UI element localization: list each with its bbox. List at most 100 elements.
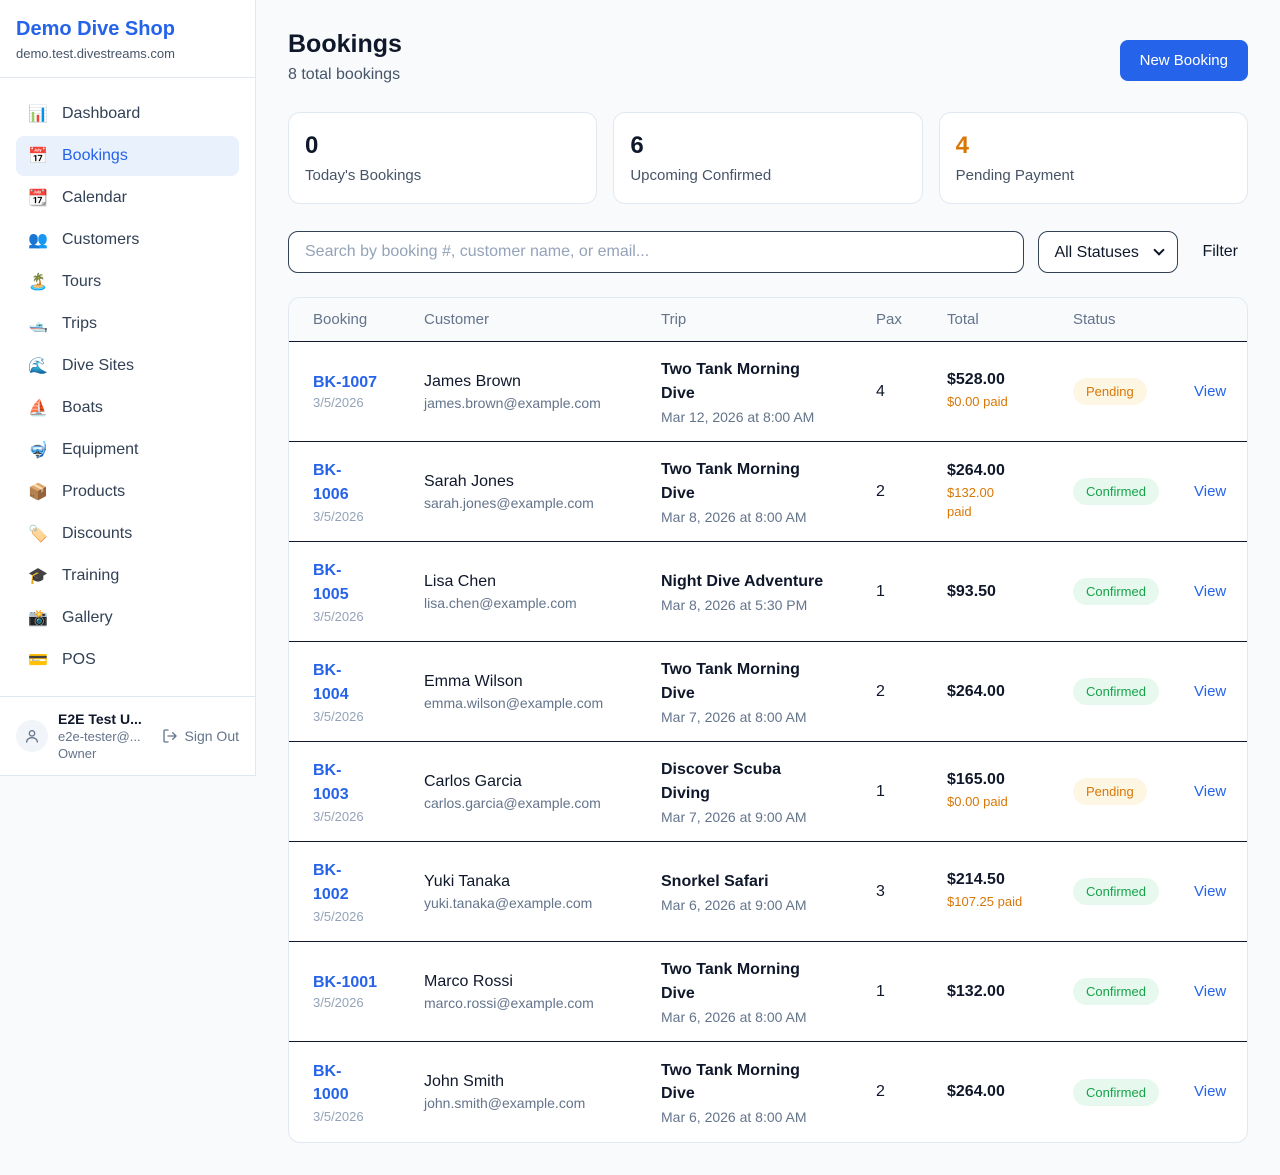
view-link[interactable]: View [1194,382,1227,400]
tag-icon: 🏷️ [28,526,48,543]
view-link[interactable]: View [1194,682,1227,700]
customer-cell: Carlos Garcia carlos.garcia@example.com [424,773,661,811]
booking-date: 3/5/2026 [313,394,364,410]
table-row: BK-1000 3/5/2026 John Smith john.smith@e… [289,1042,1247,1142]
sidebar-item-label: POS [62,651,96,668]
filter-row: All Statuses Filter [288,231,1248,273]
sidebar-item-gallery[interactable]: 📸 Gallery [16,598,239,638]
view-link[interactable]: View [1194,582,1227,600]
sidebar-item-customers[interactable]: 👥 Customers [16,220,239,260]
page-title: Bookings [288,30,402,58]
sidebar-item-tours[interactable]: 🏝️ Tours [16,262,239,302]
total-cell: $165.00 $0.00 paid [947,771,1073,811]
booking-id-link[interactable]: BK-1005 [313,562,349,603]
customer-email: lisa.chen@example.com [424,594,577,611]
customer-name: Sarah Jones [424,472,514,490]
search-input[interactable] [288,231,1025,273]
customer-email: sarah.jones@example.com [424,494,594,511]
sidebar-item-trips[interactable]: 🛥️ Trips [16,304,239,344]
booking-date: 3/5/2026 [313,608,364,624]
pax-value: 4 [876,382,885,400]
filter-button[interactable]: Filter [1192,243,1248,261]
island-icon: 🏝️ [28,274,48,291]
booking-cell: BK-1000 3/5/2026 [313,1060,424,1124]
view-link[interactable]: View [1194,482,1227,500]
pax-value: 1 [876,782,885,800]
sidebar-user-panel: E2E Test U... e2e-tester@... Owner Sign … [0,696,255,775]
sidebar-item-pos[interactable]: 💳 POS [16,640,239,680]
sidebar-item-dive-sites[interactable]: 🌊 Dive Sites [16,346,239,386]
booking-id-link[interactable]: BK-1006 [313,462,349,503]
stat-value: 0 [305,132,319,159]
customer-name: Lisa Chen [424,572,497,590]
total-amount: $165.00 [947,771,1005,789]
sidebar-item-calendar[interactable]: 📆 Calendar [16,178,239,218]
status-cell: Confirmed [1073,1078,1194,1106]
stat-card-todays-bookings: 0 Today's Bookings [288,112,598,204]
view-link[interactable]: View [1194,882,1227,900]
bar-chart-icon: 📊 [28,106,48,123]
total-amount: $93.50 [947,582,996,600]
stat-card-upcoming-confirmed: 6 Upcoming Confirmed [613,112,923,204]
trip-name: Two Tank Morning Dive [661,1061,800,1102]
sidebar-item-products[interactable]: 📦 Products [16,472,239,512]
trip-cell: Discover Scuba Diving Mar 7, 2026 at 9:0… [661,758,876,824]
total-cell: $132.00 [947,983,1073,1001]
customer-email: john.smith@example.com [424,1095,586,1111]
sidebar-item-boats[interactable]: ⛵ Boats [16,388,239,428]
sailboat-icon: ⛵ [28,400,48,417]
sidebar-item-equipment[interactable]: 🤿 Equipment [16,430,239,470]
booking-date: 3/5/2026 [313,808,364,824]
sidebar-item-dashboard[interactable]: 📊 Dashboard [16,94,239,134]
motorboat-icon: 🛥️ [28,316,48,333]
stats-row: 0 Today's Bookings 6 Upcoming Confirmed … [288,112,1248,204]
booking-id-link[interactable]: BK-1001 [313,973,378,991]
customer-cell: Sarah Jones sarah.jones@example.com [424,473,661,511]
new-booking-button[interactable]: New Booking [1119,40,1248,81]
column-header-customer: Customer [424,311,490,328]
trip-cell: Snorkel Safari Mar 6, 2026 at 9:00 AM [661,870,876,913]
shop-name[interactable]: Demo Dive Shop [16,18,175,40]
sidebar-item-label: Tours [62,273,102,290]
view-link[interactable]: View [1194,982,1227,1000]
avatar [16,720,48,752]
trip-datetime: Mar 8, 2026 at 5:30 PM [661,597,808,614]
booking-id-link[interactable]: BK-1004 [313,662,349,703]
table-row: BK-1002 3/5/2026 Yuki Tanaka yuki.tanaka… [289,842,1247,942]
sidebar-item-label: Gallery [62,609,113,626]
booking-id-link[interactable]: BK-1003 [313,762,349,803]
trip-name: Two Tank Morning Dive [661,461,800,502]
customer-cell: Lisa Chen lisa.chen@example.com [424,573,661,611]
trip-cell: Night Dive Adventure Mar 8, 2026 at 5:30… [661,570,876,613]
sign-out-button[interactable]: Sign Out [162,728,239,744]
booking-date: 3/5/2026 [313,508,364,524]
pax-value: 1 [876,982,885,1000]
user-name: E2E Test U... [58,711,142,727]
booking-id-link[interactable]: BK-1000 [313,1062,349,1103]
status-select[interactable]: All Statuses [1038,231,1179,273]
sidebar-item-training[interactable]: 🎓 Training [16,556,239,596]
column-header-trip: Trip [661,311,687,328]
sidebar-item-discounts[interactable]: 🏷️ Discounts [16,514,239,554]
sidebar-item-label: Customers [62,231,140,248]
booking-id-link[interactable]: BK-1002 [313,862,349,903]
column-header-booking: Booking [313,311,368,328]
customer-cell: Yuki Tanaka yuki.tanaka@example.com [424,873,661,911]
trip-name: Snorkel Safari [661,872,769,890]
view-link[interactable]: View [1194,1083,1227,1100]
sidebar-item-label: Boats [62,399,103,416]
graduation-cap-icon: 🎓 [28,568,48,585]
column-header-pax: Pax [876,311,902,328]
total-cell: $264.00 [947,683,1073,701]
booking-id-link[interactable]: BK-1007 [313,373,378,391]
view-link[interactable]: View [1194,782,1227,800]
calendar-icon: 📅 [28,148,48,165]
sidebar-item-label: Dashboard [62,105,141,122]
sidebar-item-bookings[interactable]: 📅 Bookings [16,136,239,176]
customer-email: marco.rossi@example.com [424,994,594,1011]
sidebar-item-label: Calendar [62,189,127,206]
status-badge: Confirmed [1073,578,1159,605]
table-row: BK-1004 3/5/2026 Emma Wilson emma.wilson… [289,642,1247,742]
pax-value: 1 [876,582,885,600]
total-amount: $264.00 [947,1083,1005,1100]
